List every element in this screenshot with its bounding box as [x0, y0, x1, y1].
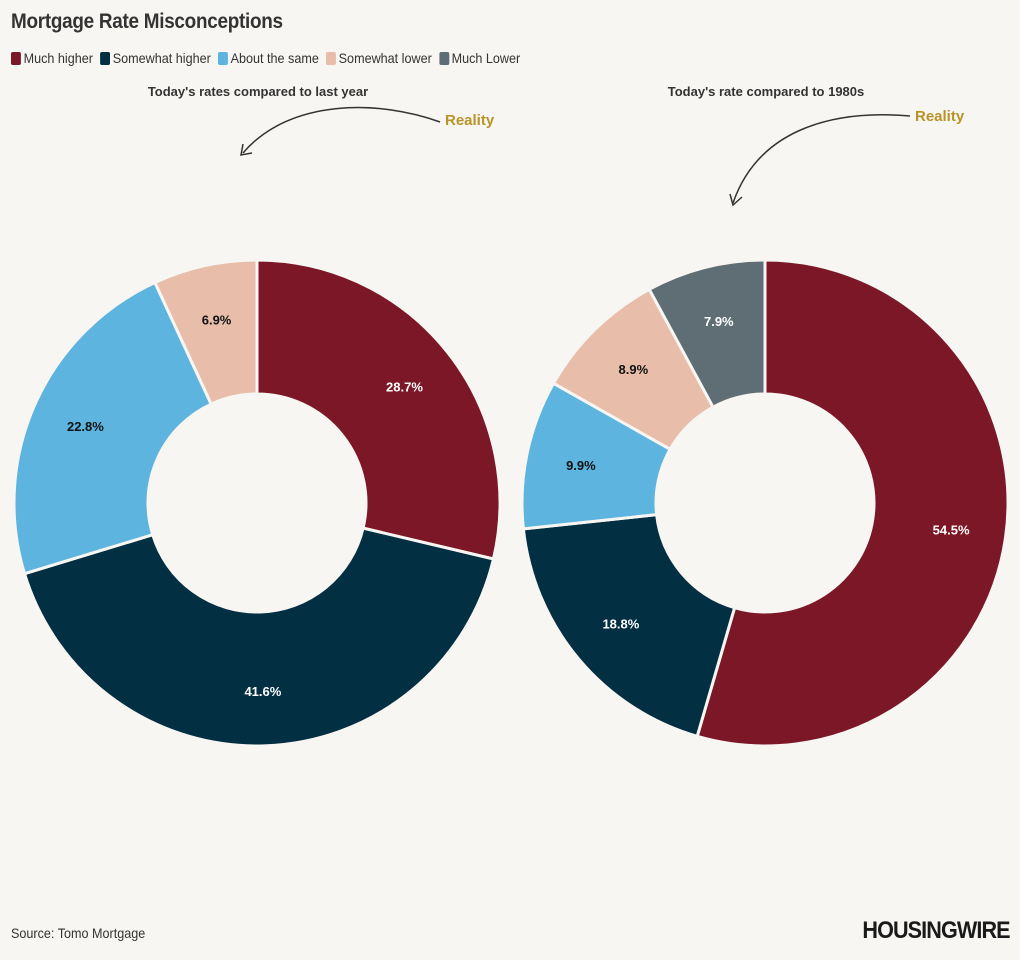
legend-label: Somewhat lower — [338, 50, 432, 66]
legend-label: Much higher — [23, 50, 93, 66]
legend-swatch — [439, 51, 449, 65]
legend-label: Much Lower — [451, 50, 521, 66]
housingwire-logo: HOUSINGWIRE — [862, 917, 1011, 944]
slice-much-lower — [647, 258, 767, 409]
chart-1-annotation: Reality — [445, 112, 495, 129]
slice-label-somewhat-lower: 6.9% — [202, 312, 232, 327]
slice-somewhat-higher — [521, 513, 737, 738]
donut-chart-2: 54.5% 18.8% 9.9% 8.9% 7.9% — [520, 258, 1010, 748]
chart-title: Mortgage Rate Misconceptions — [11, 10, 283, 33]
slice-label-somewhat-lower: 8.9% — [619, 362, 649, 377]
legend-item-much-lower: Much Lower — [439, 50, 520, 66]
slice-about-the-same — [12, 280, 213, 576]
slice-label-somewhat-higher: 41.6% — [244, 684, 281, 699]
donut-charts: Today's rates compared to last year Real… — [12, 84, 1010, 748]
legend-swatch — [218, 51, 228, 65]
slice-label-somewhat-higher: 18.8% — [602, 617, 639, 632]
slice-somewhat-lower — [153, 258, 259, 406]
slice-label-about-the-same: 9.9% — [566, 458, 596, 473]
slice-label-much-higher: 54.5% — [933, 522, 970, 537]
chart-1-arrow-head — [240, 143, 253, 156]
legend-item-somewhat-higher: Somewhat higher — [100, 50, 211, 66]
legend-label: Somewhat higher — [112, 50, 211, 66]
slice-much-higher — [255, 258, 502, 561]
chart-1-title: Today's rates compared to last year — [148, 84, 368, 99]
slice-label-much-lower: 7.9% — [704, 314, 734, 329]
legend-swatch — [100, 51, 111, 65]
donut-chart-1: 28.7% 41.6% 22.8% 6.9% — [12, 258, 502, 748]
slice-much-higher — [695, 258, 1010, 748]
legend-item-somewhat-lower: Somewhat lower — [326, 50, 432, 66]
slice-label-much-higher: 28.7% — [386, 379, 423, 394]
legend-swatch — [11, 51, 21, 65]
chart-1-annotation-arrow — [242, 106, 441, 154]
chart-2-title: Today's rate compared to 1980s — [668, 84, 865, 99]
legend-label: About the same — [230, 50, 319, 66]
legend-swatch — [326, 51, 336, 65]
chart-2-arrow-head — [729, 193, 743, 207]
source-note: Source: Tomo Mortgage — [11, 925, 146, 941]
chart-2-annotation: Reality — [915, 108, 965, 125]
legend-item-much-higher: Much higher — [11, 50, 93, 66]
legend: Much higher Somewhat higher About the sa… — [11, 50, 520, 66]
chart-2-annotation-arrow — [732, 114, 911, 204]
slice-label-about-the-same: 22.8% — [67, 419, 104, 434]
slice-somewhat-higher — [23, 526, 495, 748]
legend-item-about-the-same: About the same — [218, 50, 319, 66]
